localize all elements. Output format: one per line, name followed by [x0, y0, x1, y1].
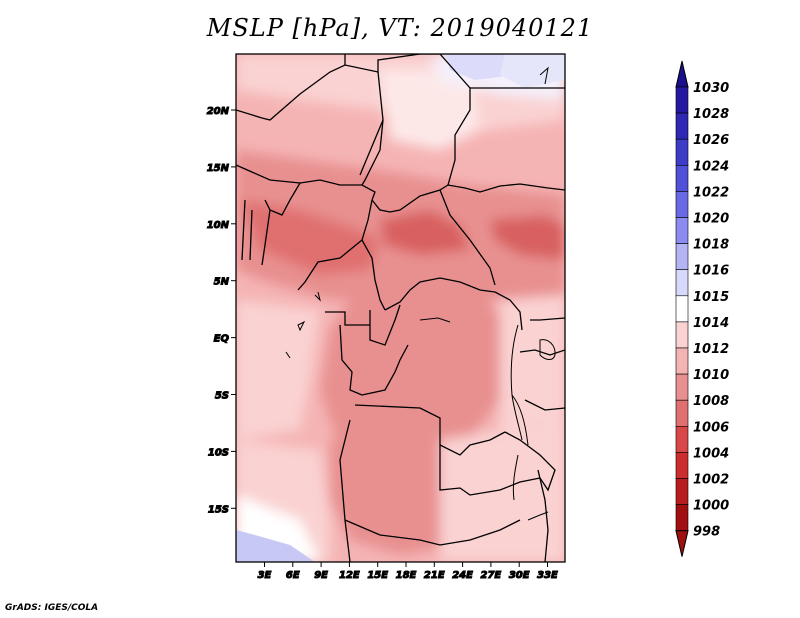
- lon-label: 24E: [452, 570, 473, 581]
- colorbar-segment: [675, 425, 689, 453]
- colorbar-label: 1030: [693, 81, 729, 96]
- colorbar-label: 1016: [693, 264, 729, 279]
- colorbar-segment: [675, 86, 689, 114]
- colorbar-segment: [675, 504, 689, 532]
- lon-label: 12E: [339, 570, 360, 581]
- colorbar-segment: [675, 399, 689, 427]
- map-frame: [235, 53, 566, 563]
- colorbar-label: 1015: [693, 290, 729, 305]
- country-borders: [236, 54, 565, 562]
- colorbar-label: 1008: [693, 394, 729, 409]
- lat-label: 10S: [208, 447, 229, 458]
- colorbar-segment: [675, 269, 689, 297]
- grads-credit: GrADS: IGES/COLA: [5, 603, 99, 613]
- colorbar-label: 1024: [693, 159, 729, 174]
- colorbar-segment: [675, 217, 689, 244]
- colorbar-label: 1004: [693, 446, 729, 461]
- colorbar-label: 1010: [693, 368, 729, 383]
- colorbar-label: 1018: [693, 238, 729, 253]
- colorbar-label: 1000: [693, 499, 729, 514]
- colorbar-segment: [675, 191, 689, 218]
- colorbar-label: 998: [693, 525, 720, 540]
- colorbar-label: 1022: [693, 185, 729, 200]
- colorbar-label: 1020: [693, 212, 729, 227]
- lon-label: 9E: [314, 570, 328, 581]
- colorbar-segment: [675, 165, 689, 192]
- lat-label: 15S: [208, 504, 229, 515]
- lon-label: 18E: [396, 570, 417, 581]
- colorbar-bottom-arrow: [675, 530, 689, 557]
- lat-label: 20N: [207, 106, 230, 117]
- colorbar-segment: [675, 138, 689, 166]
- lon-label: 27E: [481, 570, 502, 581]
- lat-label: EQ: [214, 334, 230, 345]
- latitude-axis: 20N 15N 10N 5N EQ 5S 10S 15S: [206, 106, 236, 516]
- colorbar-label: 1012: [693, 342, 729, 357]
- lon-label: 33E: [537, 570, 558, 581]
- lon-label: 30E: [509, 570, 530, 581]
- colorbar-segment: [675, 295, 689, 323]
- colorbar-top-arrow: [675, 60, 689, 88]
- lon-label: 3E: [258, 570, 272, 581]
- lat-label: 5N: [214, 277, 230, 288]
- colorbar-segment: [675, 478, 689, 505]
- lat-label: 15N: [207, 163, 230, 174]
- colorbar-label: 1026: [693, 133, 729, 148]
- chart-title: MSLP [hPa], VT: 2019040121: [206, 14, 594, 42]
- colorbar-legend: 1030 1028 1026 1024 1022 1020 1018 1016 1015 1014…: [675, 60, 729, 557]
- colorbar-segment: [675, 243, 689, 271]
- colorbar-segment: [675, 347, 689, 375]
- lakes: [285, 66, 556, 521]
- colorbar-segment: [675, 452, 689, 479]
- lon-label: 21E: [424, 570, 445, 581]
- lat-label: 5S: [215, 391, 229, 402]
- lat-label: 10N: [207, 220, 230, 231]
- colorbar-segment: [675, 373, 689, 401]
- colorbar-label: 1028: [693, 107, 729, 122]
- lon-label: 6E: [286, 570, 300, 581]
- colorbar-label: 1002: [693, 473, 729, 488]
- colorbar-label: 1006: [693, 420, 729, 435]
- colorbar-label: 1014: [693, 316, 729, 331]
- pressure-field: [236, 54, 565, 562]
- longitude-axis: 3E 6E 9E 12E 15E 18E 21E 24E 27E 30E 33E: [257, 562, 559, 582]
- lon-label: 15E: [367, 570, 388, 581]
- colorbar-segment: [675, 321, 689, 349]
- colorbar-segment: [675, 112, 689, 140]
